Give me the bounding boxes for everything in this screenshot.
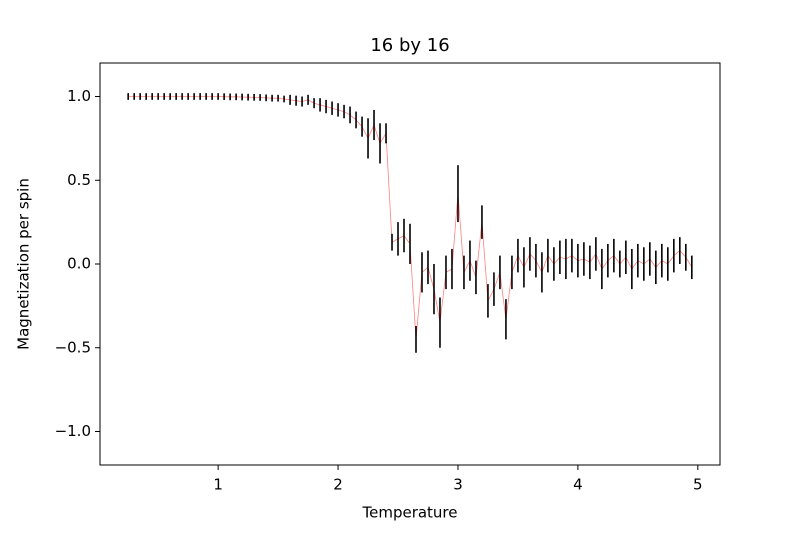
data-line [128,96,693,340]
y-tick-label: −0.5 [55,338,91,356]
x-axis-label: Temperature [361,504,457,522]
plot-frame [99,62,721,466]
chart-title: 16 by 16 [370,35,449,56]
x-tick-label: 2 [333,476,343,494]
y-tick-label: 0.5 [67,171,91,189]
x-tick-label: 4 [573,476,583,494]
y-axis-label: Magnetization per spin [15,178,33,350]
x-tick-label: 1 [213,476,223,494]
y-tick-label: 1.0 [67,87,91,105]
x-tick-label: 5 [693,476,703,494]
y-tick-label: 0.0 [67,255,91,273]
y-tick-label: −1.0 [55,422,91,440]
x-tick-label: 3 [453,476,463,494]
